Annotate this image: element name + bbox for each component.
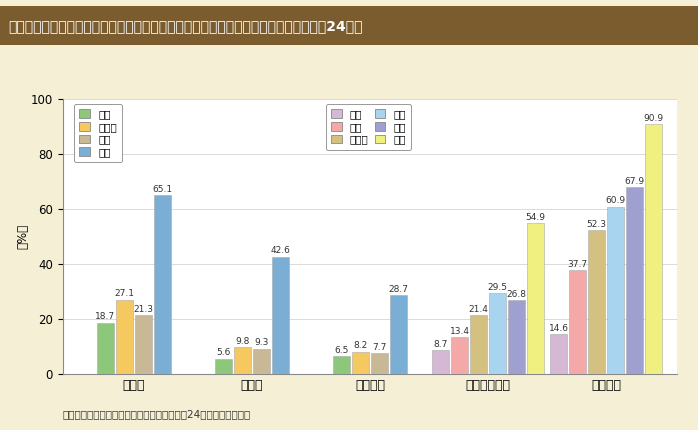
Bar (470, 315, 487, 374)
Y-axis label: （%）: （%） (17, 224, 29, 249)
Text: 37.7: 37.7 (567, 260, 588, 269)
Text: 60.9: 60.9 (606, 196, 625, 205)
Bar (272, 257, 289, 374)
Text: 67.9: 67.9 (625, 177, 644, 186)
Bar (371, 353, 388, 374)
Bar (389, 295, 407, 374)
Text: 21.4: 21.4 (468, 305, 489, 314)
Bar (135, 316, 151, 374)
Bar (489, 293, 506, 374)
Bar (451, 337, 468, 374)
Text: 52.3: 52.3 (587, 220, 607, 229)
Text: 6.5: 6.5 (334, 346, 349, 355)
Text: 42.6: 42.6 (270, 246, 290, 255)
Bar (588, 230, 605, 374)
Bar (97, 322, 114, 374)
Bar (253, 348, 269, 374)
Text: 5.6: 5.6 (216, 348, 230, 357)
Text: 13.4: 13.4 (450, 327, 470, 336)
Bar (154, 195, 170, 374)
Text: 26.8: 26.8 (507, 290, 526, 299)
Text: 21.3: 21.3 (133, 305, 153, 314)
Bar (626, 187, 643, 374)
Text: 90.9: 90.9 (644, 114, 664, 123)
Text: 29.5: 29.5 (487, 283, 507, 292)
Text: （備考）文部科学省「学校基本調査」（平成24年度）より作成。: （備考）文部科学省「学校基本調査」（平成24年度）より作成。 (63, 409, 251, 419)
Text: 8.2: 8.2 (353, 341, 368, 350)
Text: 27.1: 27.1 (114, 289, 134, 298)
Bar (215, 359, 232, 374)
Text: 14.6: 14.6 (549, 323, 569, 332)
Bar (570, 270, 586, 374)
Bar (645, 124, 662, 374)
Legend: 学長, 教授, 准教授, 講師, 助教, 助手: 学長, 教授, 准教授, 講師, 助教, 助手 (326, 104, 411, 150)
Text: 28.7: 28.7 (388, 285, 408, 294)
Text: 9.8: 9.8 (235, 337, 250, 346)
Text: 65.1: 65.1 (152, 184, 172, 194)
Bar (333, 356, 350, 374)
Text: 9.3: 9.3 (254, 338, 269, 347)
Bar (527, 223, 544, 374)
Text: 8.7: 8.7 (433, 340, 448, 349)
Bar (508, 300, 525, 374)
Text: 18.7: 18.7 (96, 312, 115, 321)
Bar (352, 352, 369, 374)
Bar (607, 206, 624, 374)
Bar (432, 350, 450, 374)
Text: 7.7: 7.7 (372, 343, 387, 352)
Bar (234, 347, 251, 374)
Bar (551, 334, 567, 374)
Text: 第１－７－５図　本務教員総数に占める女性の割合（初等中等教育，高等教育，平成24年）: 第１－７－５図 本務教員総数に占める女性の割合（初等中等教育，高等教育，平成24… (8, 19, 363, 33)
Bar (116, 300, 133, 374)
Text: 54.9: 54.9 (526, 213, 545, 221)
